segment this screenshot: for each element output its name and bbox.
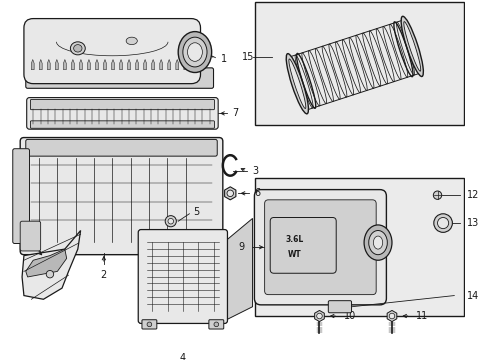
Polygon shape [224, 187, 235, 200]
Polygon shape [31, 59, 34, 70]
Text: WT: WT [287, 250, 301, 259]
Text: 5: 5 [193, 207, 199, 217]
Polygon shape [127, 59, 130, 70]
FancyBboxPatch shape [270, 217, 336, 273]
Polygon shape [120, 59, 122, 70]
Ellipse shape [400, 16, 423, 76]
Polygon shape [95, 59, 98, 70]
FancyBboxPatch shape [24, 19, 200, 84]
Circle shape [316, 313, 322, 319]
Ellipse shape [285, 54, 308, 114]
Text: 8: 8 [30, 241, 36, 251]
Polygon shape [143, 59, 146, 70]
Polygon shape [103, 59, 106, 70]
Polygon shape [136, 59, 138, 70]
Circle shape [147, 322, 151, 327]
Ellipse shape [364, 225, 391, 260]
Text: 13: 13 [467, 218, 479, 228]
Polygon shape [151, 59, 154, 70]
Polygon shape [314, 310, 324, 321]
Bar [255, 179, 463, 316]
Circle shape [46, 270, 54, 278]
Circle shape [214, 322, 218, 327]
FancyBboxPatch shape [30, 121, 214, 128]
Polygon shape [111, 59, 114, 70]
Polygon shape [183, 59, 186, 70]
Text: 4: 4 [180, 353, 185, 360]
FancyBboxPatch shape [30, 99, 214, 110]
Ellipse shape [437, 217, 448, 229]
FancyBboxPatch shape [26, 139, 217, 156]
Ellipse shape [288, 59, 305, 108]
Text: 3.6L: 3.6L [285, 235, 303, 244]
FancyBboxPatch shape [142, 320, 157, 329]
Polygon shape [55, 59, 58, 70]
FancyBboxPatch shape [327, 301, 351, 313]
Ellipse shape [178, 32, 211, 72]
Ellipse shape [183, 37, 206, 67]
FancyBboxPatch shape [208, 320, 224, 329]
Polygon shape [160, 59, 162, 70]
Ellipse shape [126, 37, 137, 45]
Circle shape [168, 219, 173, 224]
Polygon shape [80, 59, 82, 70]
Polygon shape [47, 59, 50, 70]
Polygon shape [26, 249, 66, 277]
Polygon shape [87, 59, 90, 70]
Text: 6: 6 [254, 188, 260, 198]
Polygon shape [176, 59, 178, 70]
Text: 7: 7 [232, 108, 238, 118]
Polygon shape [22, 230, 81, 299]
Polygon shape [167, 59, 170, 70]
Text: 12: 12 [467, 190, 479, 200]
Polygon shape [71, 59, 74, 70]
Text: 10: 10 [343, 311, 355, 321]
Ellipse shape [433, 214, 451, 232]
Text: 14: 14 [467, 291, 479, 301]
Ellipse shape [403, 22, 420, 71]
FancyBboxPatch shape [264, 200, 375, 294]
Text: 11: 11 [415, 311, 427, 321]
Polygon shape [40, 59, 42, 70]
FancyBboxPatch shape [27, 98, 218, 129]
Polygon shape [191, 59, 194, 70]
Bar [255, 2, 463, 125]
Polygon shape [224, 219, 252, 321]
Text: 15: 15 [241, 52, 254, 62]
Polygon shape [386, 310, 396, 321]
Bar [183, 42, 210, 62]
Text: 2: 2 [101, 270, 107, 279]
Circle shape [388, 313, 394, 319]
FancyBboxPatch shape [20, 138, 223, 255]
Ellipse shape [187, 43, 202, 61]
FancyBboxPatch shape [20, 221, 41, 251]
Circle shape [165, 216, 176, 227]
Ellipse shape [368, 230, 386, 255]
Text: 9: 9 [238, 242, 244, 252]
FancyBboxPatch shape [26, 68, 213, 88]
FancyBboxPatch shape [13, 149, 29, 243]
Ellipse shape [74, 45, 82, 52]
Polygon shape [63, 59, 66, 70]
Ellipse shape [70, 42, 85, 55]
FancyBboxPatch shape [254, 190, 386, 305]
Text: 1: 1 [221, 54, 226, 64]
FancyBboxPatch shape [138, 230, 227, 323]
Text: 3: 3 [252, 166, 258, 176]
Circle shape [226, 190, 233, 197]
Polygon shape [200, 59, 203, 70]
Ellipse shape [373, 236, 382, 249]
Ellipse shape [432, 191, 441, 199]
